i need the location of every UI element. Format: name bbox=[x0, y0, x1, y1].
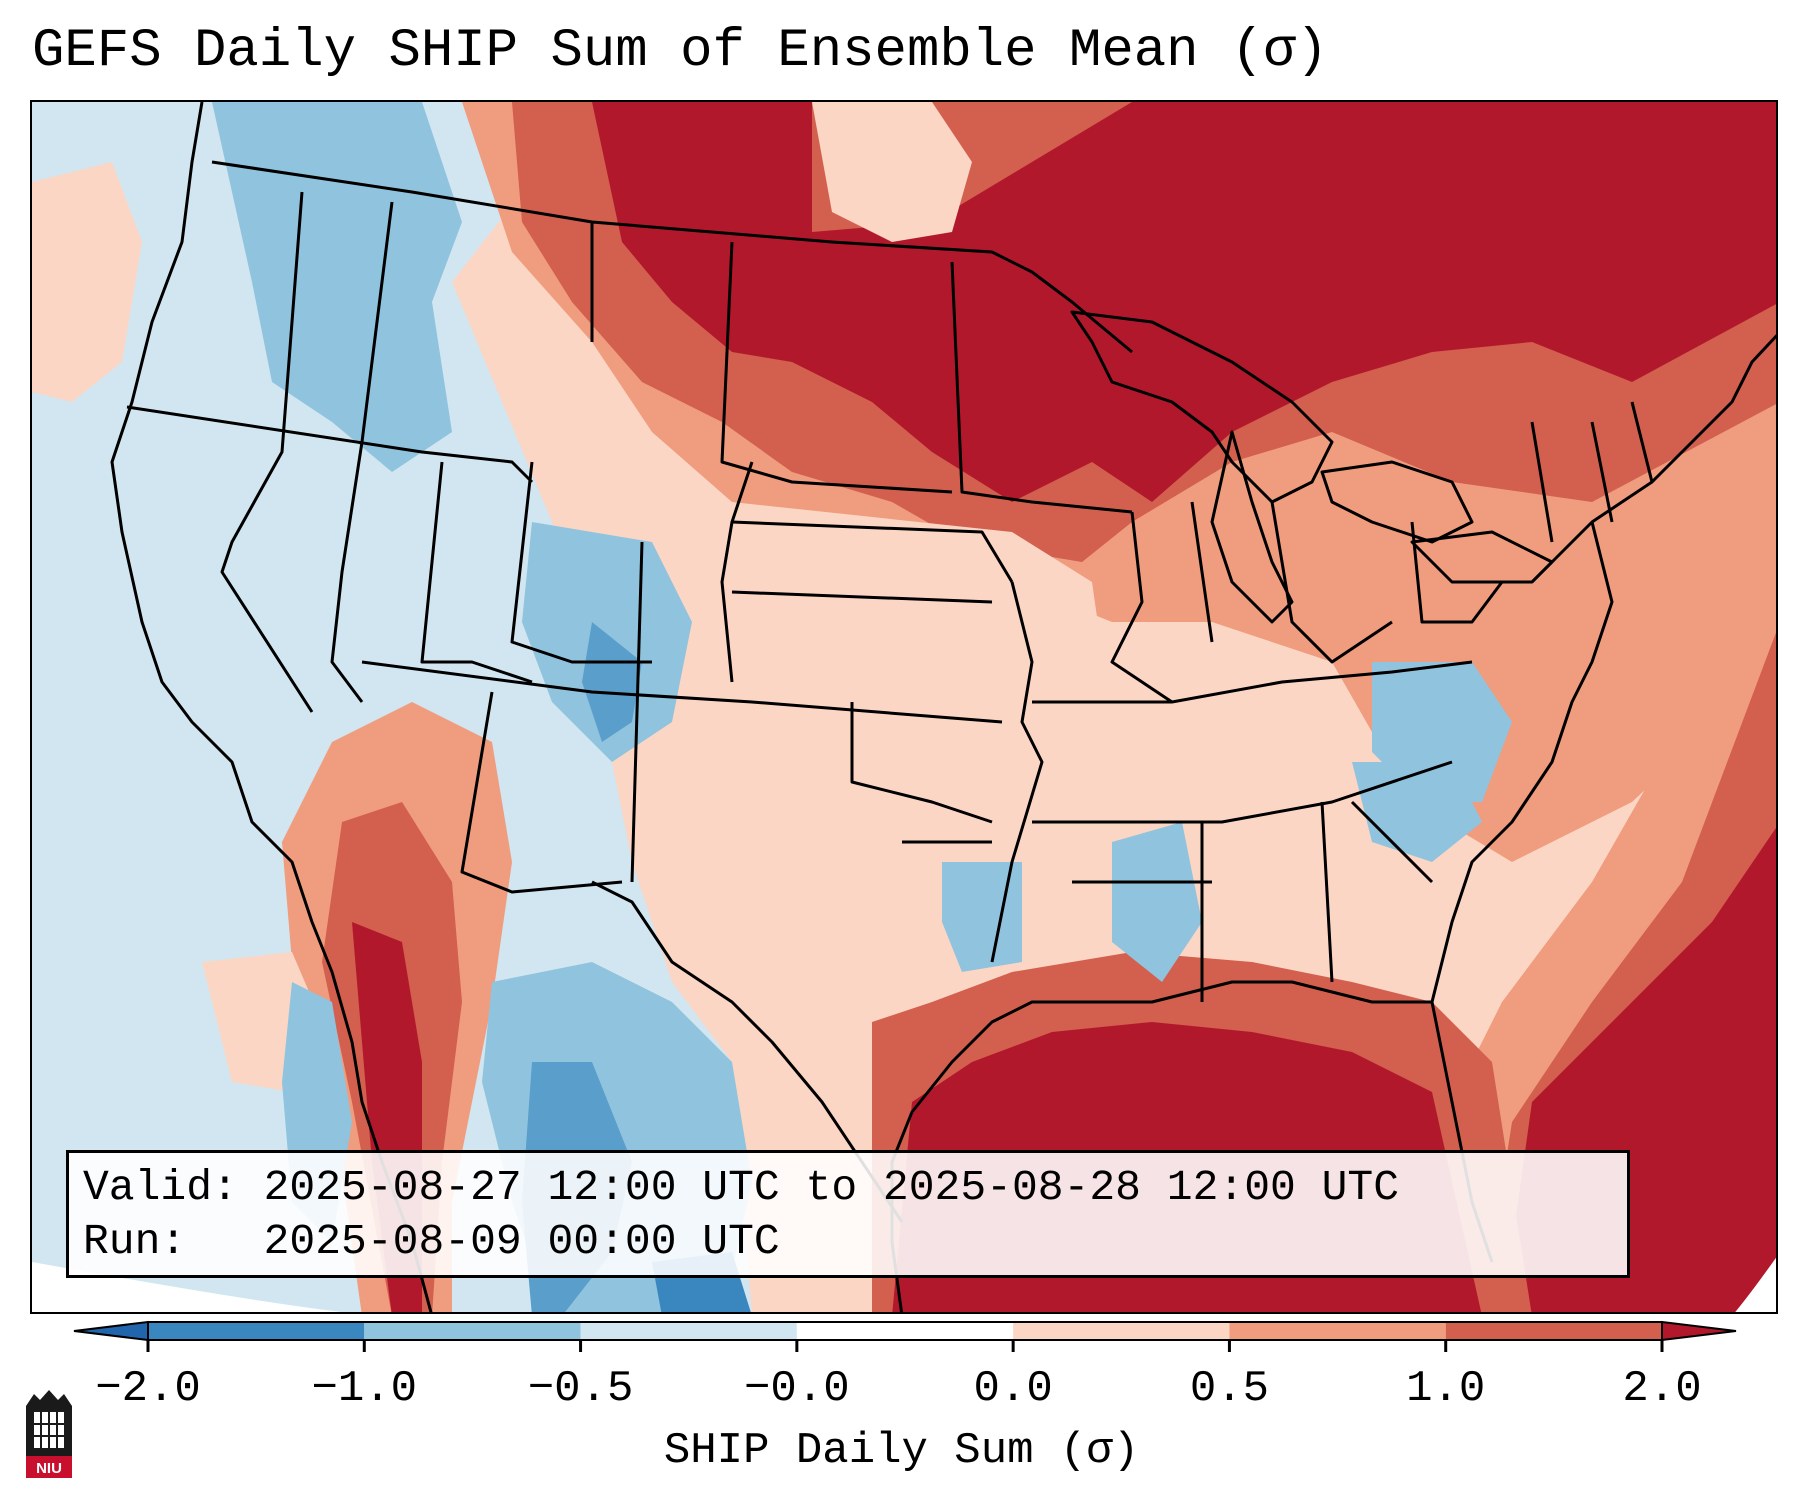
colorbar-extend-low bbox=[73, 1320, 149, 1342]
colorbar-bin bbox=[148, 1322, 365, 1340]
valid-line: Valid: 2025-08-27 12:00 UTC to 2025-08-2… bbox=[83, 1163, 1400, 1212]
plot-title: GEFS Daily SHIP Sum of Ensemble Mean (σ) bbox=[32, 21, 1329, 82]
map-panel bbox=[30, 100, 1778, 1314]
run-line: Run: 2025-08-09 00:00 UTC bbox=[83, 1217, 780, 1266]
colorbar-outline bbox=[147, 1321, 1663, 1341]
colorbar-bin bbox=[580, 1322, 797, 1340]
colorbar-label: SHIP Daily Sum (σ) bbox=[663, 1426, 1140, 1476]
colorbar-tick-label: −2.0 bbox=[95, 1364, 201, 1414]
colorbar-tick-label: 0.0 bbox=[973, 1364, 1053, 1414]
valid-run-info-box: Valid: 2025-08-27 12:00 UTC to 2025-08-2… bbox=[66, 1150, 1630, 1278]
colorbar-bin bbox=[1229, 1322, 1446, 1340]
colorbar-extend-high bbox=[1661, 1320, 1737, 1342]
map-canvas bbox=[32, 102, 1776, 1312]
colorbar-bin bbox=[1445, 1322, 1662, 1340]
colorbar-bin bbox=[1013, 1322, 1230, 1340]
colorbar-tick-label: −1.0 bbox=[311, 1364, 418, 1414]
colorbar-tick-label: −0.0 bbox=[744, 1364, 850, 1414]
niu-logo-icon: NIU bbox=[26, 1390, 72, 1478]
shading-positive bbox=[32, 102, 1776, 1312]
colorbar-tick-label: 0.5 bbox=[1189, 1364, 1270, 1414]
colorbar-tick-label: 1.0 bbox=[1406, 1364, 1486, 1414]
svg-text:NIU: NIU bbox=[36, 1460, 62, 1477]
colorbar-tick-label: −0.5 bbox=[527, 1364, 634, 1414]
colorbar-tick-label: 2.0 bbox=[1622, 1364, 1702, 1414]
colorbar-bin bbox=[364, 1322, 581, 1340]
colorbar-bin bbox=[796, 1322, 1014, 1340]
